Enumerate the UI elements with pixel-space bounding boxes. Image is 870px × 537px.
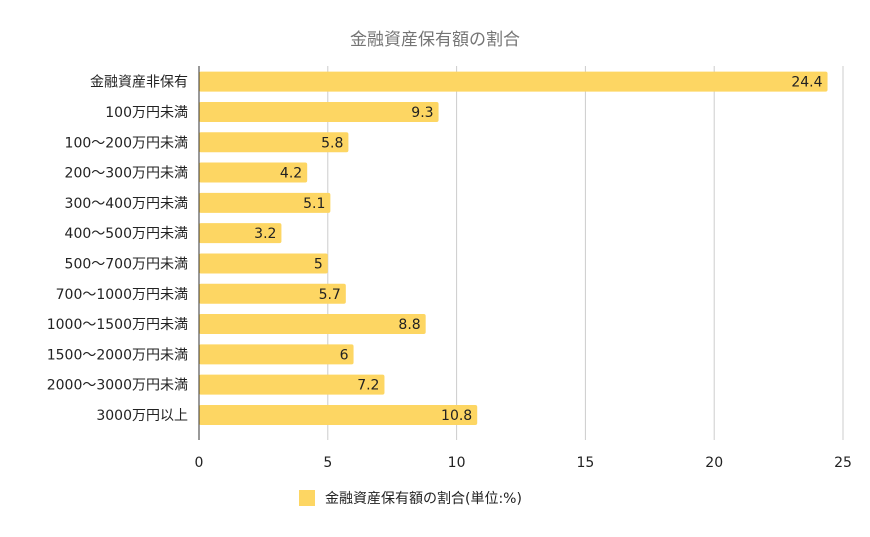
category-label: 金融資産非保有 xyxy=(90,75,188,91)
data-label: 10.8 xyxy=(441,408,472,424)
x-tick-label: 10 xyxy=(448,455,466,471)
data-label: 5.8 xyxy=(321,135,343,151)
data-label: 5.1 xyxy=(303,196,325,212)
bar[interactable] xyxy=(199,283,346,304)
legend-label: 金融資産保有額の割合(単位:%) xyxy=(325,490,522,507)
category-label: 2000～3000万円未満 xyxy=(47,378,188,394)
data-label: 9.3 xyxy=(411,105,433,121)
bar[interactable] xyxy=(199,253,328,274)
data-label: 5.7 xyxy=(319,287,341,303)
x-tick-label: 5 xyxy=(323,455,332,471)
bars xyxy=(199,71,828,425)
category-label: 200～300万円未満 xyxy=(65,166,188,182)
chart-title: 金融資産保有額の割合 xyxy=(350,30,520,50)
data-label: 24.4 xyxy=(791,75,822,91)
data-label: 7.2 xyxy=(357,378,379,394)
legend[interactable]: 金融資産保有額の割合(単位:%) xyxy=(299,490,522,507)
bar[interactable] xyxy=(199,314,426,335)
bar[interactable] xyxy=(199,71,828,92)
category-label: 100万円未満 xyxy=(105,105,188,121)
bar[interactable] xyxy=(199,374,385,395)
legend-swatch xyxy=(299,490,315,506)
bar[interactable] xyxy=(199,404,478,425)
category-label: 300～400万円未満 xyxy=(65,196,188,212)
category-label: 700～1000万円未満 xyxy=(56,287,188,303)
data-label: 6 xyxy=(340,347,349,363)
category-label: 3000万円以上 xyxy=(96,408,188,424)
data-label: 5 xyxy=(314,256,323,272)
bar[interactable] xyxy=(199,223,282,244)
x-tick-label: 25 xyxy=(834,455,852,471)
data-label: 4.2 xyxy=(280,166,302,182)
category-label: 500～700万円未満 xyxy=(65,256,188,272)
category-label: 400～500万円未満 xyxy=(65,226,188,242)
bar[interactable] xyxy=(199,192,331,213)
bar[interactable] xyxy=(199,132,349,153)
data-label: 3.2 xyxy=(254,226,276,242)
bar[interactable] xyxy=(199,101,439,122)
bar[interactable] xyxy=(199,344,354,365)
data-label: 8.8 xyxy=(398,317,420,333)
grid-lines xyxy=(327,66,844,440)
category-label: 1000～1500万円未満 xyxy=(47,317,188,333)
x-tick-label: 0 xyxy=(195,455,204,471)
category-label: 100～200万円未満 xyxy=(65,135,188,151)
bar[interactable] xyxy=(199,162,308,183)
category-label: 1500～2000万円未満 xyxy=(47,347,188,363)
labels: 0 5 10 15 20 25 金融資産非保有 24.4 100万円未満 9.3 100～200万円… xyxy=(47,75,852,471)
x-tick-label: 20 xyxy=(705,455,723,471)
x-tick-label: 15 xyxy=(576,455,594,471)
